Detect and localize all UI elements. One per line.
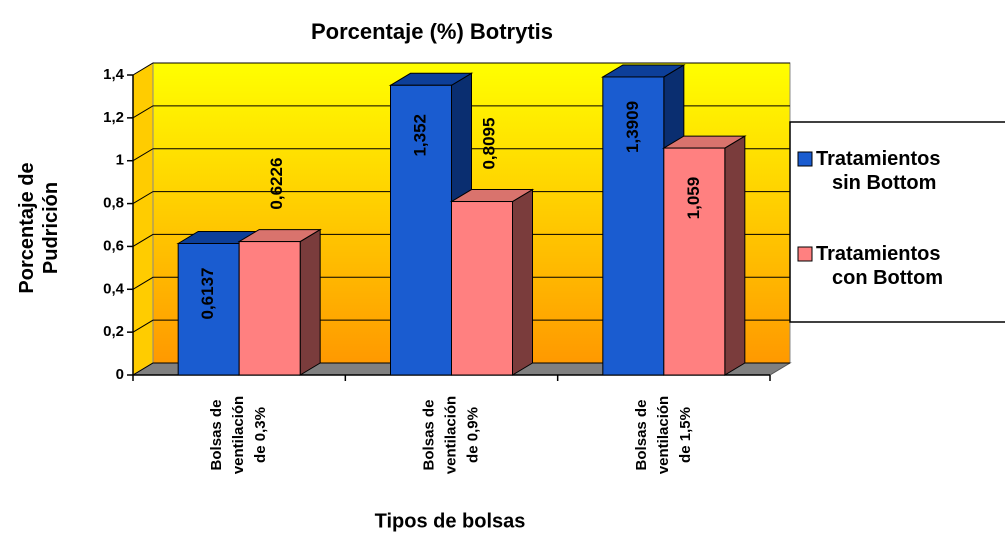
value-label: 1,059 (684, 177, 703, 220)
value-label: 0,6137 (198, 267, 217, 319)
grid-line (132, 233, 790, 247)
y-axis-title: Porcentaje de Pudrición (16, 162, 62, 293)
value-label: 1,3909 (623, 101, 642, 153)
bar-front (177, 242, 240, 376)
bar-side (299, 228, 321, 376)
legend-label: Tratamientos con Bottom (816, 243, 943, 289)
value-label: 1,352 (410, 114, 429, 157)
bar-front (238, 241, 301, 376)
chart-title: Porcentaje (%) Botrytis (311, 19, 553, 44)
bar (237, 228, 322, 376)
x-tick-label: Bolsas de ventilación de 0,9% (420, 396, 481, 474)
legend-swatch (797, 151, 813, 167)
value-label: 0,6226 (267, 158, 286, 210)
legend-label: Tratamientos sin Bottom (816, 148, 940, 194)
y-tick-label: 0,4 (103, 280, 125, 297)
bar-front (602, 76, 665, 376)
grid-line (132, 148, 790, 162)
grid-line (132, 319, 790, 333)
bar-front (390, 84, 452, 376)
y-tick-label: 0,6 (103, 237, 124, 254)
legend-swatch (797, 246, 813, 262)
bar (662, 135, 747, 376)
grid-line (132, 62, 790, 76)
bar (449, 188, 535, 376)
grid-line (132, 276, 790, 290)
y-tick-label: 1,4 (103, 66, 125, 83)
bar-side (724, 135, 746, 376)
side-wall (132, 62, 154, 376)
bar-front (451, 201, 513, 376)
y-tick-label: 0,2 (103, 323, 124, 340)
x-tick-label: Bolsas de ventilación de 0,3% (208, 396, 269, 474)
legend-box (789, 121, 1005, 323)
bar-side (512, 188, 533, 376)
y-tick-label: 1 (116, 152, 124, 169)
x-axis-title: Tipos de bolsas (375, 510, 526, 532)
value-label: 0,8095 (479, 118, 498, 170)
y-tick-label: 1,2 (103, 109, 124, 126)
bar-front (663, 147, 726, 376)
y-tick-label: 0,8 (103, 195, 124, 212)
grid-line (132, 105, 790, 119)
grid-line (132, 191, 790, 205)
x-tick-label: Bolsas de ventilación de 1,5% (633, 396, 694, 474)
y-tick-label: 0 (116, 366, 124, 383)
grid-line (132, 362, 790, 376)
